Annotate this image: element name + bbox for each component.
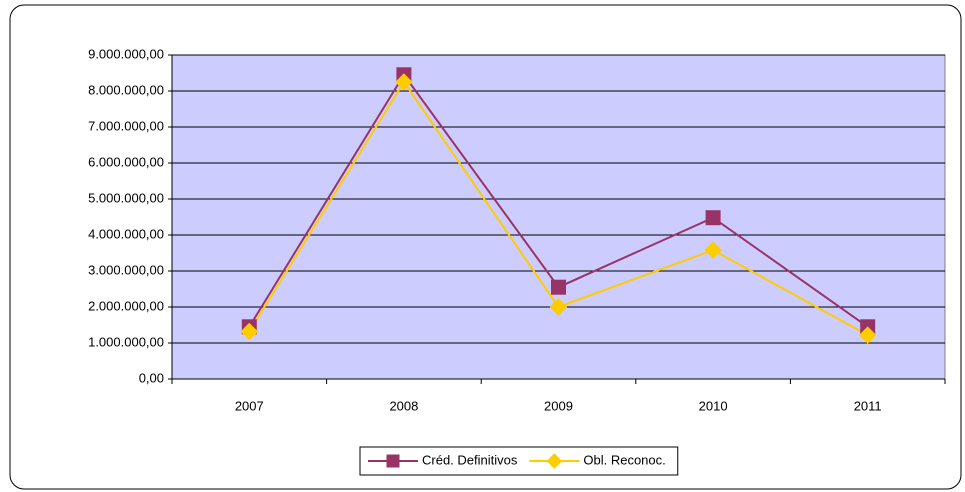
marker: [705, 210, 721, 226]
marker: [240, 322, 259, 341]
x-tick-label: 2008: [389, 398, 418, 413]
y-tick-label: 6.000.000,00: [88, 154, 164, 169]
marker: [858, 326, 877, 344]
marker: [386, 454, 400, 468]
marker: [551, 279, 566, 295]
legend-label: Créd. Definitivos: [422, 452, 518, 467]
x-tick-label: 2011: [854, 398, 882, 413]
y-tick-label: 2.000.000,00: [88, 298, 164, 313]
y-tick-label: 0,00: [139, 370, 164, 385]
y-tick-label: 1.000.000,00: [88, 334, 164, 349]
plot-area: [171, 54, 946, 380]
y-tick-label: 3.000.000,00: [88, 262, 164, 277]
x-tick-label: 2009: [544, 398, 573, 413]
marker: [549, 298, 568, 316]
y-tick-label: 9.000.000,00: [88, 46, 164, 61]
y-tick-label: 4.000.000,00: [88, 226, 164, 241]
x-tick-label: 2010: [699, 398, 728, 413]
x-tick-label: 2007: [235, 398, 264, 413]
y-tick-label: 5.000.000,00: [88, 190, 164, 205]
marker: [546, 453, 563, 469]
y-tick-label: 7.000.000,00: [88, 118, 164, 133]
marker: [704, 241, 722, 259]
legend-label: Obl. Reconoc.: [583, 452, 665, 467]
marker: [395, 73, 413, 91]
y-tick-label: 8.000.000,00: [88, 82, 164, 97]
